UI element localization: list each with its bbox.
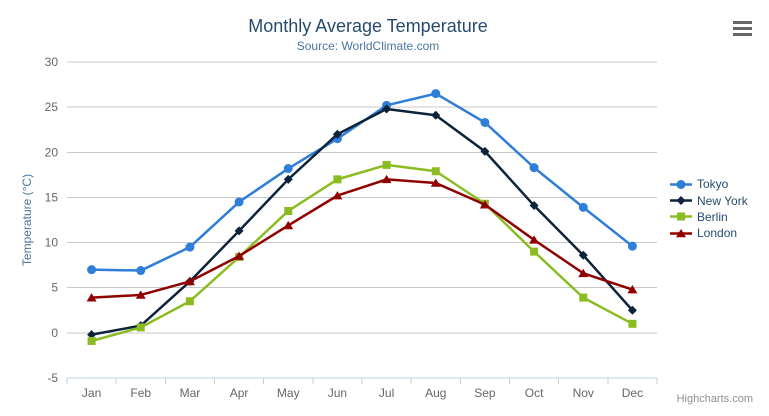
chart-subtitle: Source: WorldClimate.com [296,39,440,53]
x-tick-label: Jan [82,386,101,400]
legend-item-tokyo[interactable]: Tokyo [670,176,748,192]
legend-marker-circle-icon [670,179,692,189]
legend-marker-diamond-icon [670,196,692,206]
point-new-york-jul[interactable] [382,104,392,114]
legend-item-new-york[interactable]: New York [670,192,748,208]
point-new-york-sep[interactable] [480,146,490,156]
point-tokyo-may[interactable] [283,164,293,174]
y-tick-label: 15 [45,190,59,204]
export-menu-button[interactable] [733,21,752,36]
x-tick-label: Sep [474,386,496,400]
legend-marker-symbol [677,212,685,221]
y-tick-label: 30 [45,55,59,69]
legend-marker-symbol [676,179,686,189]
hamburger-icon [733,27,752,30]
point-tokyo-mar[interactable] [185,242,195,252]
point-london-mar[interactable] [184,276,195,286]
series-line-new-york [90,107,634,336]
point-berlin-oct[interactable] [530,247,539,256]
point-tokyo-apr[interactable] [234,197,244,207]
x-tick-label: Feb [130,386,151,400]
point-berlin-dec[interactable] [628,319,637,328]
x-tick-label: Apr [230,386,249,400]
legend-marker-symbol [676,196,686,206]
x-tick-label: Jul [379,386,394,400]
point-tokyo-sep[interactable] [480,117,490,127]
legend-label: London [697,226,738,241]
series-line-london [90,178,634,299]
point-tokyo-feb[interactable] [136,266,146,276]
point-london-oct[interactable] [529,235,540,244]
point-london-nov[interactable] [578,268,589,278]
point-new-york-apr[interactable] [234,226,244,236]
point-berlin-jan[interactable] [87,336,96,345]
legend-marker-square-icon [670,212,692,221]
point-london-aug[interactable] [430,178,441,187]
hamburger-icon [733,33,752,36]
x-tick-label: May [277,386,300,400]
point-new-york-jun[interactable] [332,129,342,139]
y-tick-label: 5 [51,281,58,295]
point-berlin-aug[interactable] [431,167,440,176]
legend-label: New York [697,193,748,208]
legend: Tokyo New York Berlin London [670,176,748,242]
point-new-york-jan[interactable] [87,330,97,340]
y-tick-label: 0 [51,326,58,340]
point-new-york-aug[interactable] [431,110,441,120]
hamburger-icon [733,21,752,24]
y-tick-label: -5 [47,371,58,385]
point-london-sep[interactable] [479,200,490,209]
legend-label: Tokyo [697,177,729,192]
x-tick-label: Jun [328,386,347,400]
legend-marker-symbol [676,228,686,238]
legend-marker-triangle-icon [670,228,692,238]
point-london-jul[interactable] [381,174,392,184]
point-berlin-feb[interactable] [136,323,145,332]
point-berlin-nov[interactable] [579,293,588,302]
legend-label: Berlin [697,209,728,224]
point-berlin-jun[interactable] [333,175,342,184]
point-tokyo-dec[interactable] [627,241,637,251]
point-new-york-dec[interactable] [627,305,637,315]
x-tick-label: Mar [180,386,201,400]
point-berlin-mar[interactable] [185,297,194,306]
point-berlin-may[interactable] [284,206,293,215]
legend-item-london[interactable]: London [670,225,748,241]
y-tick-label: 10 [45,236,59,250]
x-tick-label: Oct [525,386,544,400]
x-tick-label: Dec [622,386,643,400]
y-tick-label: 25 [45,100,59,114]
point-new-york-may[interactable] [283,174,293,184]
series-line-tokyo [90,92,634,272]
highcharts-credits-link[interactable]: Highcharts.com [676,393,753,405]
point-tokyo-nov[interactable] [578,202,588,212]
legend-item-berlin[interactable]: Berlin [670,209,748,225]
point-london-may[interactable] [283,220,294,230]
point-london-apr[interactable] [234,251,245,260]
chart-title: Monthly Average Temperature [248,16,488,36]
x-tick-label: Nov [573,386,594,400]
y-tick-label: 20 [45,145,59,159]
x-tick-label: Aug [425,386,446,400]
point-london-jan[interactable] [86,293,97,302]
point-london-jun[interactable] [332,191,343,200]
point-london-dec[interactable] [627,285,638,294]
point-tokyo-oct[interactable] [529,163,539,173]
series-line-berlin [90,163,634,343]
point-new-york-oct[interactable] [529,201,539,211]
y-axis-title: Temperature (°C) [20,174,34,266]
point-tokyo-jan[interactable] [87,265,97,275]
point-tokyo-aug[interactable] [431,89,441,99]
point-new-york-nov[interactable] [578,250,588,260]
point-berlin-jul[interactable] [382,160,391,169]
point-london-feb[interactable] [135,290,146,299]
